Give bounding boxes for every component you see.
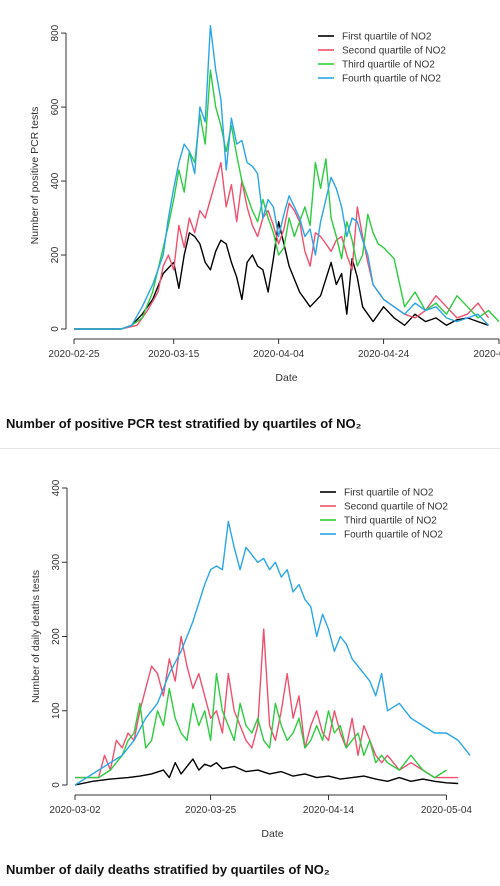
y-axis-title: Number of daily deaths tests bbox=[30, 570, 42, 703]
x-tick-label: 2020-05-04 bbox=[421, 805, 473, 816]
x-tick-label: 2020-02-25 bbox=[48, 349, 100, 360]
series-line-1 bbox=[74, 758, 459, 786]
y-tick-label: 0 bbox=[51, 782, 62, 788]
x-tick-label: 2020-03-15 bbox=[148, 349, 200, 360]
y-tick-label: 0 bbox=[50, 326, 61, 332]
x-tick-label: 2020-05-16 bbox=[473, 349, 500, 360]
series-line-2 bbox=[74, 161, 490, 330]
y-tick-label: 200 bbox=[50, 246, 61, 263]
series-line-3 bbox=[74, 69, 500, 330]
legend-label-3: Third quartile of NO2 bbox=[344, 516, 437, 527]
deaths-chart: 0 100 200 300 400 2020-03-02 2020-03-25 2020-04… bbox=[30, 479, 473, 840]
series-line-1 bbox=[74, 220, 489, 330]
pcr-chart-panel: 0 200 400 600 800 2020-02-25 2020-03-15 2020-04… bbox=[0, 0, 500, 410]
series-line-2 bbox=[75, 628, 459, 779]
legend-label-4: Fourth quartile of NO2 bbox=[342, 74, 441, 85]
y-tick-label: 400 bbox=[50, 172, 61, 189]
x-axis-title: Date bbox=[261, 828, 283, 840]
x-tick-label: 2020-04-14 bbox=[303, 805, 355, 816]
y-tick-label: 800 bbox=[50, 24, 61, 41]
deaths-chart-caption: Number of daily deaths stratified by qua… bbox=[6, 862, 330, 877]
x-tick-label: 2020-04-04 bbox=[253, 349, 305, 360]
pcr-chart: 0 200 400 600 800 2020-02-25 2020-03-15 2020-04… bbox=[29, 24, 500, 384]
legend-label-1: First quartile of NO2 bbox=[344, 488, 434, 499]
deaths-chart-panel: 0 100 200 300 400 2020-03-02 2020-03-25 2020-04… bbox=[0, 455, 500, 855]
legend-label-2: Second quartile of NO2 bbox=[344, 502, 448, 513]
y-tick-label: 400 bbox=[51, 479, 62, 496]
series-line-3 bbox=[75, 672, 447, 779]
legend-label-1: First quartile of NO2 bbox=[342, 32, 432, 43]
legend-label-2: Second quartile of NO2 bbox=[342, 46, 446, 57]
legend-label-3: Third quartile of NO2 bbox=[342, 60, 435, 71]
y-tick-label: 100 bbox=[51, 702, 62, 719]
y-tick-label: 600 bbox=[50, 98, 61, 115]
series-line-4 bbox=[74, 25, 490, 330]
x-tick-label: 2020-03-02 bbox=[49, 805, 101, 816]
x-tick-label: 2020-03-25 bbox=[185, 805, 237, 816]
panel-divider bbox=[0, 448, 500, 449]
x-tick-label: 2020-04-24 bbox=[358, 349, 410, 360]
legend-label-4: Fourth quartile of NO2 bbox=[344, 530, 443, 541]
y-axis-title: Number of positive PCR tests bbox=[29, 107, 41, 245]
pcr-chart-caption: Number of positive PCR test stratified b… bbox=[6, 416, 362, 431]
x-axis-title: Date bbox=[275, 372, 297, 384]
series-line-4 bbox=[74, 520, 471, 786]
y-tick-label: 300 bbox=[51, 553, 62, 570]
y-tick-label: 200 bbox=[51, 628, 62, 645]
